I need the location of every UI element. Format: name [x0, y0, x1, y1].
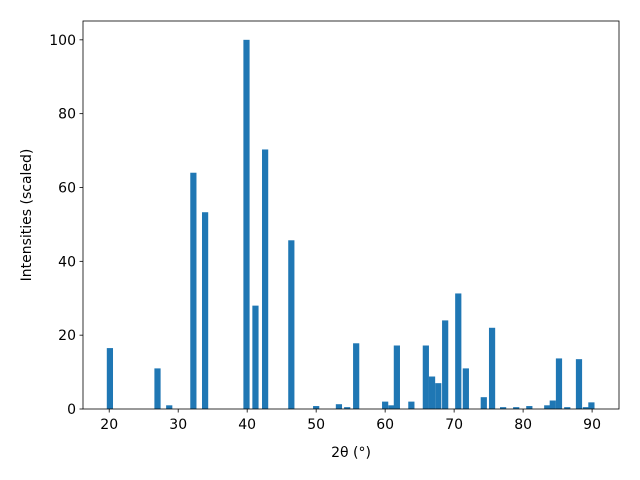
- x-tick-label: 30: [169, 417, 187, 433]
- bar: [201, 212, 209, 409]
- bar: [288, 240, 295, 409]
- x-tick-label: 20: [100, 417, 118, 433]
- y-tick-label: 100: [49, 33, 76, 49]
- bar: [106, 348, 114, 409]
- x-tick-label: 60: [376, 417, 394, 433]
- y-tick-label: 60: [58, 180, 76, 196]
- bar: [526, 406, 533, 409]
- bar: [335, 404, 343, 409]
- bar: [393, 345, 400, 409]
- bar: [513, 407, 520, 409]
- x-tick-label: 70: [445, 417, 463, 433]
- bar: [488, 327, 496, 409]
- bar: [422, 345, 429, 409]
- y-tick-label: 0: [67, 402, 76, 418]
- bar: [588, 402, 595, 409]
- bar: [252, 305, 259, 409]
- x-tick-label: 40: [238, 417, 256, 433]
- bar: [313, 406, 320, 409]
- bar: [262, 149, 269, 409]
- bar: [190, 172, 197, 409]
- bar: [408, 401, 415, 409]
- bar: [428, 376, 436, 409]
- bar: [544, 405, 551, 409]
- x-tick-label: 50: [307, 417, 325, 433]
- x-tick-label: 80: [514, 417, 532, 433]
- bar: [388, 405, 395, 409]
- bar: [462, 368, 469, 409]
- plot-frame: [82, 20, 620, 410]
- y-tick-label: 20: [58, 328, 76, 344]
- bar: [442, 320, 449, 409]
- bar: [549, 400, 556, 409]
- bar: [344, 407, 351, 409]
- x-axis-label: 2θ (°): [331, 445, 371, 461]
- bar: [564, 407, 571, 409]
- y-tick-label: 40: [58, 254, 76, 270]
- bar: [382, 401, 389, 409]
- bar: [575, 359, 583, 409]
- bar: [555, 358, 563, 409]
- y-tick-label: 80: [58, 107, 76, 123]
- bar: [243, 39, 250, 409]
- bar: [480, 397, 487, 409]
- x-tick-label: 90: [583, 417, 601, 433]
- bar: [353, 343, 360, 409]
- bar: [582, 407, 589, 409]
- bar: [166, 405, 173, 409]
- bar: [455, 293, 462, 409]
- y-axis-label: Intensities (scaled): [19, 149, 35, 282]
- bar: [154, 368, 161, 409]
- bar: [500, 407, 507, 409]
- bar: [435, 383, 442, 409]
